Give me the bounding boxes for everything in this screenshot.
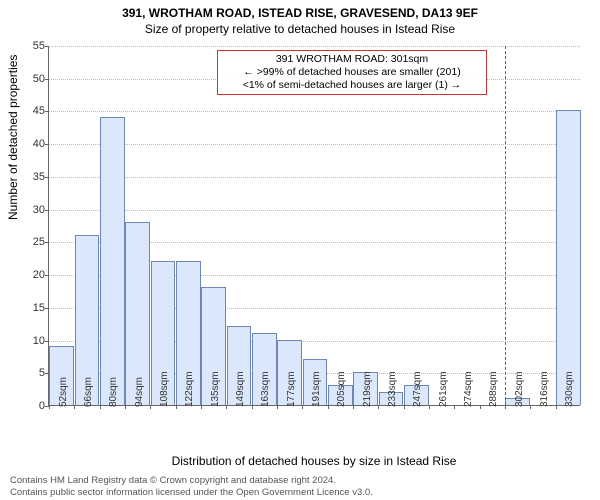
gridline xyxy=(49,111,580,112)
xtick-mark xyxy=(252,405,253,409)
xtick-mark xyxy=(125,405,126,409)
marker-line xyxy=(505,46,506,405)
x-axis-label: Distribution of detached houses by size … xyxy=(48,454,580,468)
ytick-mark xyxy=(45,210,49,211)
xtick-mark xyxy=(176,405,177,409)
xtick-label: 316sqm xyxy=(539,371,550,407)
gridline xyxy=(49,46,580,47)
xtick-label: 108sqm xyxy=(159,371,170,407)
annotation-line1: 391 WROTHAM ROAD: 301sqm xyxy=(222,53,482,66)
ytick-mark xyxy=(45,79,49,80)
xtick-label: 163sqm xyxy=(260,371,271,407)
ytick-label: 30 xyxy=(33,204,45,216)
annotation-line3: <1% of semi-detached houses are larger (… xyxy=(222,79,482,92)
ytick-mark xyxy=(45,144,49,145)
xtick-mark xyxy=(454,405,455,409)
xtick-label: 233sqm xyxy=(387,371,398,407)
ytick-label: 0 xyxy=(39,400,45,412)
histogram-bar xyxy=(556,110,581,405)
xtick-mark xyxy=(49,405,50,409)
xtick-label: 247sqm xyxy=(412,371,423,407)
ytick-label: 35 xyxy=(33,171,45,183)
xtick-mark xyxy=(277,405,278,409)
ytick-label: 10 xyxy=(33,335,45,347)
xtick-mark xyxy=(74,405,75,409)
annotation-box: 391 WROTHAM ROAD: 301sqm← >99% of detach… xyxy=(217,50,487,95)
xtick-mark xyxy=(100,405,101,409)
xtick-mark xyxy=(480,405,481,409)
xtick-label: 149sqm xyxy=(235,371,246,407)
xtick-label: 80sqm xyxy=(108,377,119,407)
chart-title-line1: 391, WROTHAM ROAD, ISTEAD RISE, GRAVESEN… xyxy=(0,0,600,20)
ytick-label: 5 xyxy=(39,367,45,379)
xtick-mark xyxy=(302,405,303,409)
gridline xyxy=(49,210,580,211)
footer-line1: Contains HM Land Registry data © Crown c… xyxy=(10,475,373,486)
xtick-label: 261sqm xyxy=(438,371,449,407)
xtick-label: 302sqm xyxy=(514,371,525,407)
ytick-label: 45 xyxy=(33,105,45,117)
xtick-label: 52sqm xyxy=(58,377,69,407)
xtick-mark xyxy=(505,405,506,409)
plot-frame: 051015202530354045505552sqm66sqm80sqm94s… xyxy=(48,46,580,406)
source-footer: Contains HM Land Registry data © Crown c… xyxy=(10,475,373,498)
ytick-label: 55 xyxy=(33,40,45,52)
ytick-mark xyxy=(45,275,49,276)
ytick-mark xyxy=(45,111,49,112)
plot-area: 051015202530354045505552sqm66sqm80sqm94s… xyxy=(48,46,580,406)
xtick-label: 122sqm xyxy=(184,371,195,407)
y-axis-label: Number of detached properties xyxy=(6,55,20,220)
chart-title-line2: Size of property relative to detached ho… xyxy=(0,20,600,36)
xtick-label: 219sqm xyxy=(362,371,373,407)
xtick-label: 330sqm xyxy=(564,371,575,407)
xtick-mark xyxy=(530,405,531,409)
ytick-label: 40 xyxy=(33,138,45,150)
xtick-label: 205sqm xyxy=(336,371,347,407)
xtick-label: 66sqm xyxy=(83,377,94,407)
xtick-label: 288sqm xyxy=(488,371,499,407)
footer-line2: Contains public sector information licen… xyxy=(10,487,373,498)
gridline xyxy=(49,144,580,145)
xtick-mark xyxy=(556,405,557,409)
histogram-bar xyxy=(100,117,125,405)
ytick-label: 20 xyxy=(33,269,45,281)
xtick-label: 94sqm xyxy=(134,377,145,407)
xtick-mark xyxy=(353,405,354,409)
xtick-mark xyxy=(201,405,202,409)
annotation-line2: ← >99% of detached houses are smaller (2… xyxy=(222,66,482,79)
ytick-label: 50 xyxy=(33,73,45,85)
gridline xyxy=(49,177,580,178)
xtick-mark xyxy=(378,405,379,409)
xtick-mark xyxy=(328,405,329,409)
xtick-label: 177sqm xyxy=(286,371,297,407)
ytick-mark xyxy=(45,177,49,178)
xtick-label: 191sqm xyxy=(311,371,322,407)
xtick-label: 274sqm xyxy=(463,371,474,407)
xtick-mark xyxy=(404,405,405,409)
ytick-label: 15 xyxy=(33,302,45,314)
xtick-label: 135sqm xyxy=(210,371,221,407)
ytick-mark xyxy=(45,341,49,342)
ytick-mark xyxy=(45,242,49,243)
ytick-mark xyxy=(45,46,49,47)
ytick-label: 25 xyxy=(33,236,45,248)
xtick-mark xyxy=(429,405,430,409)
ytick-mark xyxy=(45,308,49,309)
xtick-mark xyxy=(150,405,151,409)
chart-container: 391, WROTHAM ROAD, ISTEAD RISE, GRAVESEN… xyxy=(0,0,600,500)
xtick-mark xyxy=(226,405,227,409)
